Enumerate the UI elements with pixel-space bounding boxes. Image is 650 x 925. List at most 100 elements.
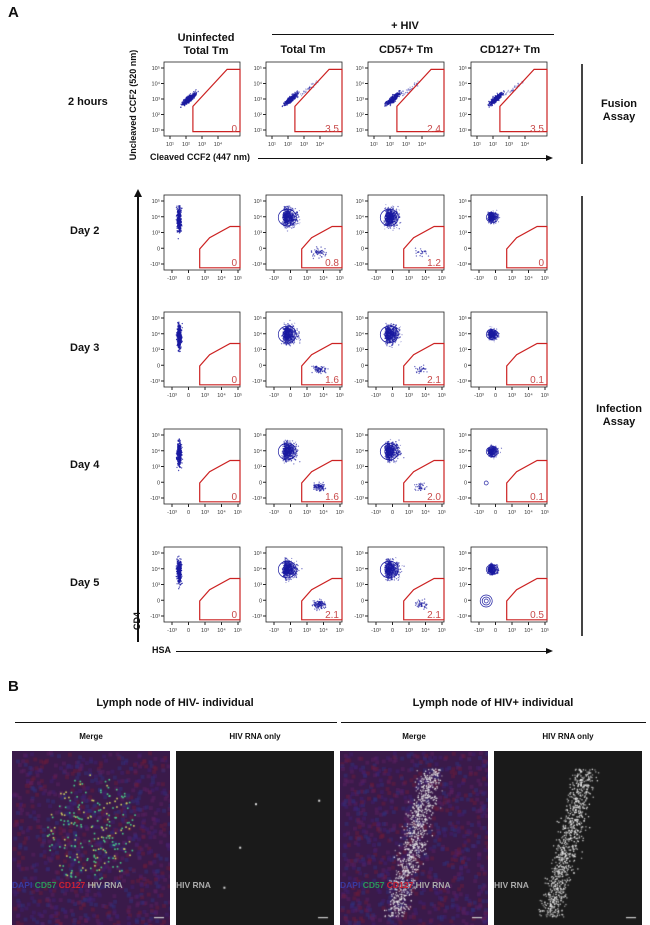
- event-dot: [178, 350, 179, 351]
- event-dot: [296, 92, 297, 93]
- event-dot: [180, 224, 181, 225]
- x-tick-label: 10⁴: [421, 275, 430, 282]
- event-dot: [320, 246, 321, 247]
- y-tick-label: -10³: [354, 262, 364, 268]
- event-dot: [292, 328, 293, 329]
- event-dot: [179, 220, 180, 221]
- event-dot: [491, 99, 492, 100]
- event-dot: [179, 229, 180, 230]
- plot-frame: [164, 312, 240, 387]
- event-dot: [294, 217, 295, 218]
- event-dot: [194, 95, 195, 96]
- event-dot: [290, 223, 291, 224]
- event-dot: [387, 223, 388, 224]
- event-dot: [384, 221, 385, 222]
- y-tick-label: 10³: [459, 231, 467, 237]
- event-dot: [286, 335, 287, 336]
- x-tick-label: 10³: [201, 393, 209, 399]
- event-dot: [178, 224, 179, 225]
- y-tick-label: 10⁵: [254, 65, 262, 72]
- event-dot: [314, 249, 315, 250]
- y-tick-label: 10⁴: [459, 214, 468, 221]
- y-tick-label: 10²: [356, 113, 364, 119]
- event-dot: [282, 328, 283, 329]
- column-header-uninfected: Uninfected Total Tm: [164, 32, 248, 58]
- event-dot: [188, 98, 189, 99]
- gate-percentage: 3.5: [325, 124, 339, 135]
- event-dot: [512, 88, 513, 89]
- x-tick-label: 0: [187, 276, 190, 282]
- event-dot: [302, 93, 303, 94]
- event-dot: [179, 338, 180, 339]
- event-dot: [293, 224, 294, 225]
- event-dot: [392, 99, 393, 100]
- event-dot: [180, 107, 181, 108]
- event-dot: [178, 214, 179, 215]
- event-dot: [179, 332, 180, 333]
- event-dot: [298, 216, 299, 217]
- event-dot: [505, 93, 506, 94]
- event-dot: [292, 325, 293, 326]
- gate-polygon: [500, 69, 547, 131]
- event-dot: [424, 250, 425, 251]
- plot-frame: [164, 62, 240, 136]
- event-dot: [291, 340, 292, 341]
- event-dot: [393, 98, 394, 99]
- fusion-x-axis-arrow: [258, 158, 548, 159]
- event-dot: [178, 329, 179, 330]
- event-dot: [501, 96, 502, 97]
- event-dot: [299, 333, 300, 334]
- event-dot: [396, 220, 397, 221]
- y-tick-label: 10¹: [152, 128, 160, 134]
- y-tick-label: 10⁵: [152, 198, 160, 205]
- event-dot: [293, 95, 294, 96]
- event-dot: [179, 206, 180, 207]
- event-dot: [194, 97, 195, 98]
- event-dot: [186, 102, 187, 103]
- event-dot: [415, 248, 416, 249]
- x-tick-label: 10⁵: [438, 275, 446, 282]
- event-dot: [283, 343, 284, 344]
- event-dot: [387, 227, 388, 228]
- fusion-assay-line1: Fusion: [590, 98, 648, 111]
- event-cloud: [180, 89, 199, 108]
- event-dot: [293, 219, 294, 220]
- event-dot: [491, 102, 492, 103]
- event-dot: [500, 92, 501, 93]
- event-dot: [388, 222, 389, 223]
- event-dot: [291, 98, 292, 99]
- event-dot: [409, 87, 410, 88]
- event-dot: [386, 102, 387, 103]
- event-dot: [491, 223, 492, 224]
- event-dot: [391, 222, 392, 223]
- event-dot: [293, 343, 294, 344]
- event-dot: [177, 345, 178, 346]
- event-dot: [184, 102, 185, 103]
- event-dot: [511, 90, 512, 91]
- event-dot: [298, 91, 299, 92]
- event-dot: [399, 92, 400, 93]
- arrowhead-icon: [546, 648, 553, 654]
- event-dot: [398, 90, 399, 91]
- event-dot: [414, 82, 415, 83]
- event-dot: [180, 228, 181, 229]
- event-dot: [401, 93, 402, 94]
- event-dot: [326, 252, 327, 253]
- y-tick-label: 10⁵: [356, 198, 364, 205]
- event-dot: [399, 93, 400, 94]
- y-tick-label: 10⁵: [459, 198, 467, 205]
- event-dot: [317, 251, 318, 252]
- event-dot: [298, 338, 299, 339]
- event-dot: [179, 335, 180, 336]
- x-tick-label: 10²: [489, 142, 497, 148]
- event-dot: [285, 223, 286, 224]
- event-dot: [283, 102, 284, 103]
- x-tick-label: 10¹: [473, 142, 481, 148]
- event-dot: [393, 96, 394, 97]
